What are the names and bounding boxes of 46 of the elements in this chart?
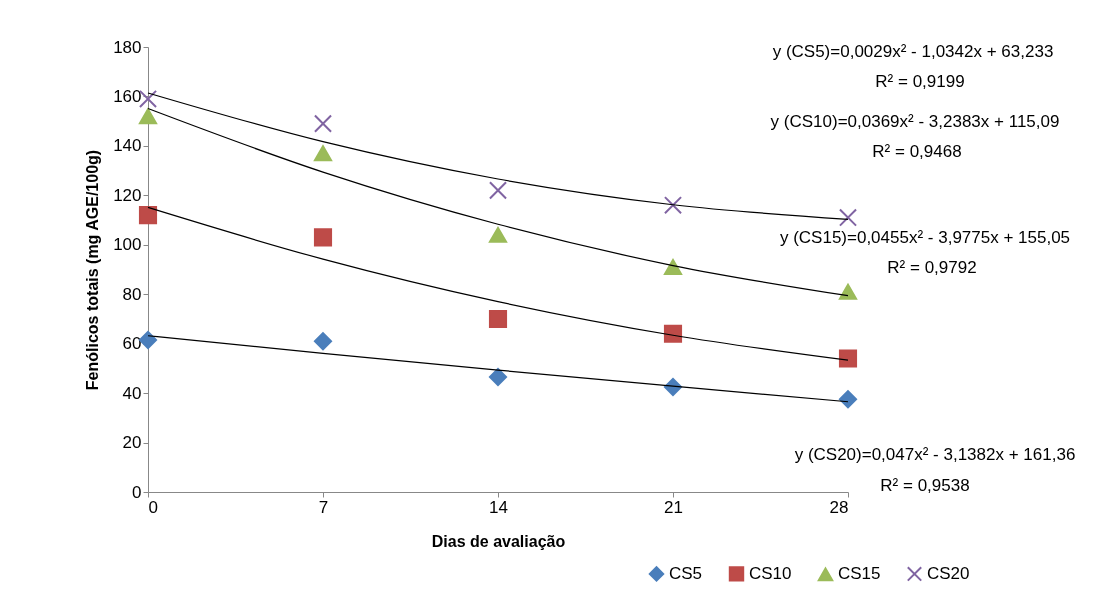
legend-label: CS10: [749, 563, 792, 583]
y-tick-label: 180: [113, 37, 142, 57]
legend-label: CS20: [927, 563, 970, 583]
x-tick-label: 14: [489, 497, 508, 517]
point: [488, 367, 508, 387]
x-tick-label: 21: [664, 497, 683, 517]
y-tick-label: 60: [122, 334, 142, 354]
text: R² = 0,9538: [880, 476, 970, 495]
point: [488, 226, 508, 243]
point: [313, 332, 333, 351]
point: [313, 114, 333, 133]
point: [138, 206, 158, 225]
y-tick-label: 20: [122, 433, 142, 453]
annotation: y (CS15)=0,0455x² - 3,9775x + 155,05: [779, 228, 1071, 247]
annotation: y (CS20)=0,047x² - 3,1382x + 161,36: [794, 445, 1076, 464]
annotation: y (CS10)=0,0369x² - 3,2383x + 115,09: [770, 112, 1060, 131]
y-tick-label: 40: [122, 383, 142, 403]
point: [138, 108, 158, 125]
y-tick-label: 120: [113, 185, 142, 205]
legend-label: CS5: [669, 563, 703, 583]
legend-label: CS15: [838, 564, 881, 584]
point: [663, 324, 683, 343]
point: [838, 283, 858, 300]
y-tick-label: 140: [113, 136, 142, 156]
y-tick-label: 160: [113, 86, 142, 106]
text: R² = 0,9468: [872, 142, 962, 161]
point: [313, 145, 333, 162]
point: [838, 349, 858, 368]
y-tick-label: 100: [113, 235, 142, 255]
point: [663, 259, 683, 276]
y-tick-label: 80: [122, 284, 142, 304]
point: [663, 196, 683, 215]
point: [838, 208, 858, 227]
x-tick-label: 7: [318, 497, 329, 517]
annotation: y (CS5)=0,0029x² - 1,0342x + 63,233: [772, 42, 1054, 61]
point: [488, 309, 508, 329]
point: [488, 181, 508, 200]
x-tick-label: 0: [148, 497, 158, 517]
x-axis-title: Dias de avaliação: [431, 532, 566, 550]
y-tick-label: 0: [132, 482, 142, 502]
point: [313, 228, 333, 247]
x-tick-label: 28: [829, 497, 849, 517]
text: R² = 0,9199: [875, 72, 965, 91]
y-axis-title: Fenólicos totais (mg AGE/100g): [84, 149, 102, 391]
text: R² = 0,9792: [887, 258, 977, 277]
point: [838, 390, 858, 409]
